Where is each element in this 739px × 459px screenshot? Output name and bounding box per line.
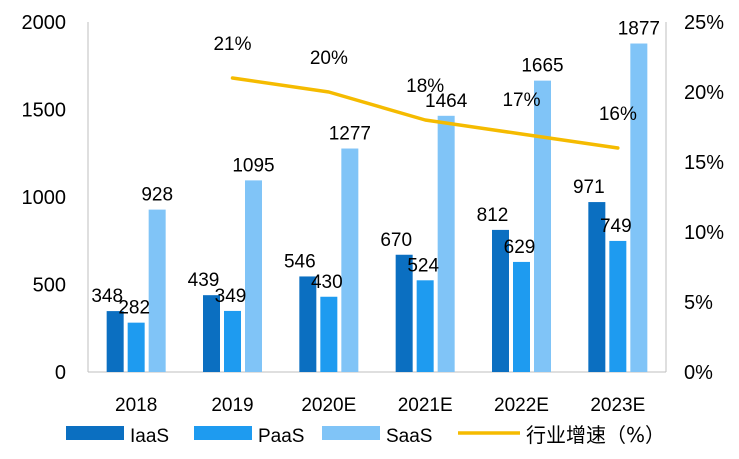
bar-paas-2022e [513,261,530,372]
bar-saas-2021e [437,115,455,373]
data-label: 629 [504,237,536,258]
y2-tick-label: 5% [684,292,713,314]
data-label: 349 [215,286,247,307]
y2-tick-label: 20% [684,82,724,104]
bars [106,43,648,373]
bar-paas-2021e [416,280,434,372]
data-label: 749 [600,216,632,237]
data-label: 282 [118,298,150,319]
growth-rate-label: 20% [310,48,348,69]
y2-tick-label: 15% [684,152,724,174]
growth-rate-label: 21% [213,34,251,55]
x-tick-label: 2019 [211,395,253,416]
bar-paas-2020e [320,296,338,372]
data-label: 928 [141,185,173,206]
growth-rate-label: 16% [599,104,637,125]
legend-label: 行业增速（%） [526,423,665,447]
growth-rate-label: 18% [406,76,444,97]
legend-label: IaaS [130,426,169,447]
y-tick-label: 2000 [22,12,67,34]
bar-iaas-2021e [395,254,413,372]
growth-line-group [230,76,620,150]
bar-saas-2019 [245,180,262,372]
data-label: 1665 [521,56,563,77]
y-tick-label: 0 [55,362,66,384]
data-labels: 348 439 546 670 812 971 282 349 430 524 629 749 928 1… [91,19,660,319]
data-label: 430 [311,272,343,293]
legend-swatch-saas [322,426,380,440]
bar-iaas-2019 [203,295,220,372]
y-tick-label: 500 [33,275,66,297]
x-tick-label: 2018 [115,395,157,416]
bar-iaas-2022e [492,229,509,372]
data-label: 1464 [425,91,468,112]
data-label: 1095 [232,155,274,176]
y2-tick-label: 25% [684,12,724,34]
x-tick-label: 2023E [590,395,645,416]
data-label: 546 [284,251,316,272]
x-tick-label: 2020E [301,395,356,416]
x-tick-label: 2022E [494,395,549,416]
bar-saas-2020e [341,148,359,372]
bar-iaas-2023e [588,202,606,372]
bar-saas-2018 [148,209,166,372]
bar-iaas-2020e [299,276,317,372]
data-label: 348 [91,286,123,307]
legend-swatch-iaas [66,426,124,440]
growth-rate-line [230,76,620,150]
data-label: 524 [407,255,439,276]
bar-saas-2022e [534,80,551,372]
y-tick-label: 1000 [22,187,67,209]
legend-label: PaaS [258,426,304,447]
y-tick-label: 1500 [22,100,67,122]
axes: 0 500 1000 1500 2000 0% 5% 10% 15% 20% 25% 2018 2019… [22,12,725,416]
data-label: 670 [380,230,412,251]
bar-saas-2023e [630,43,648,373]
bar-paas-2019 [224,310,241,372]
legend-label: SaaS [386,426,432,447]
x-tick-label: 2021E [398,395,453,416]
y2-tick-label: 0% [684,362,713,384]
bar-paas-2018 [127,322,145,372]
legend-swatch-paas [194,426,252,440]
data-label: 1877 [618,19,660,40]
data-label: 1277 [329,124,371,145]
data-label: 971 [573,177,605,198]
growth-rate-label: 17% [502,90,540,111]
legend: IaaS PaaS SaaS 行业增速（%） [66,423,665,447]
y2-tick-label: 10% [684,222,724,244]
bar-paas-2023e [609,240,627,372]
data-label: 439 [188,270,220,291]
data-label: 812 [477,205,509,226]
bar-iaas-2018 [106,311,124,372]
